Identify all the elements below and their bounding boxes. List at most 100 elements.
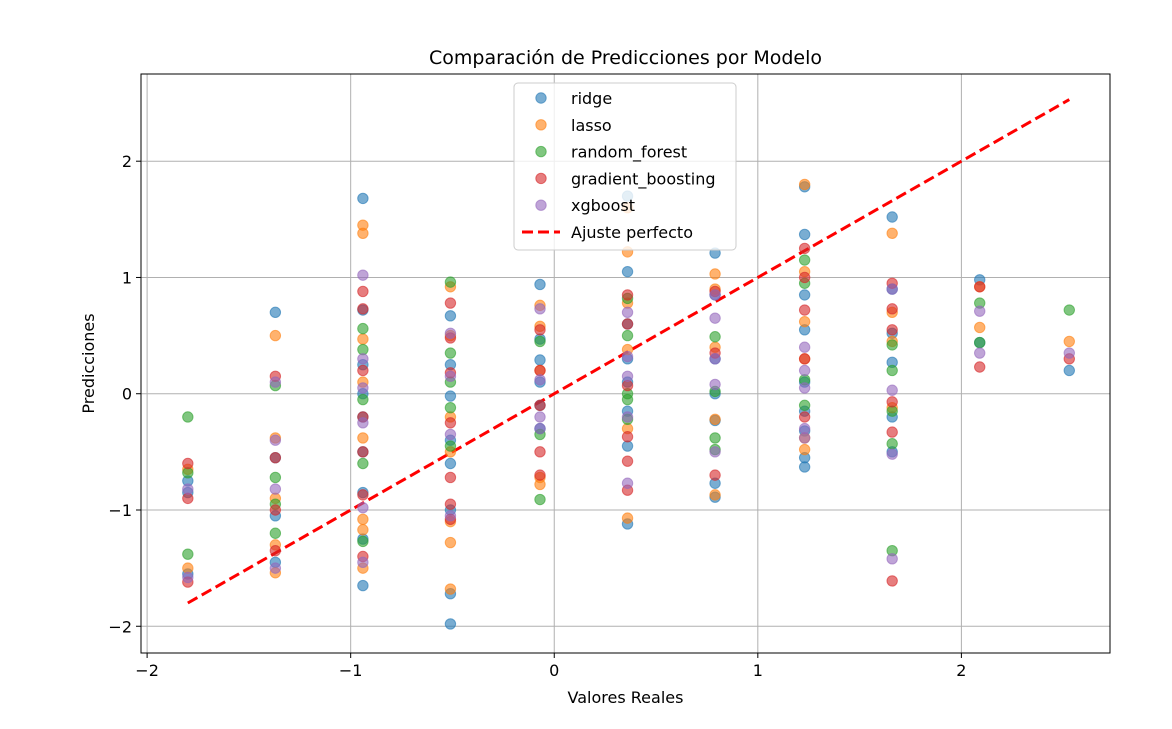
x-tick-label: −2	[135, 661, 159, 680]
point-lasso	[444, 536, 457, 549]
point-random_forest	[357, 322, 369, 335]
point-gradient_boosting	[357, 285, 369, 298]
point-xgboost	[886, 448, 898, 460]
point-gradient_boosting	[621, 431, 634, 443]
point-random_forest	[357, 535, 369, 548]
point-xgboost	[357, 556, 369, 569]
point-lasso	[621, 512, 634, 524]
point-ridge	[357, 192, 369, 205]
point-random_forest	[182, 548, 194, 560]
legend-item-lasso: lasso	[535, 116, 612, 135]
point-random_forest	[798, 254, 811, 266]
point-xgboost	[444, 370, 457, 382]
point-xgboost	[621, 477, 634, 489]
point-ridge	[886, 211, 898, 223]
point-xgboost	[709, 446, 721, 458]
point-ridge	[798, 289, 811, 301]
point-xgboost	[798, 341, 811, 353]
reference-line	[187, 98, 1071, 605]
y-tick-label: −1	[108, 501, 132, 520]
point-xgboost	[357, 269, 369, 281]
point-lasso	[357, 524, 369, 536]
point-gradient_boosting	[357, 489, 369, 501]
point-gradient_boosting	[798, 353, 811, 365]
legend-label: Ajuste perfecto	[571, 223, 693, 242]
point-lasso	[974, 321, 986, 334]
data-points	[182, 178, 1075, 630]
point-gradient_boosting	[886, 324, 898, 336]
point-ridge	[798, 461, 811, 473]
chart-title: Comparación de Predicciones por Modelo	[429, 47, 822, 69]
point-lasso	[357, 513, 369, 525]
point-gradient_boosting	[444, 297, 457, 309]
legend-label: gradient_boosting	[571, 169, 715, 189]
point-xgboost	[1063, 347, 1075, 359]
legend-item-xgboost: xgboost	[535, 196, 635, 215]
point-lasso	[709, 413, 721, 426]
point-xgboost	[621, 306, 634, 319]
point-gradient_boosting	[357, 303, 369, 315]
point-lasso	[444, 583, 457, 595]
point-random_forest	[269, 527, 282, 539]
series-xgboost	[182, 269, 1075, 584]
point-xgboost	[269, 434, 282, 446]
point-random_forest	[709, 331, 721, 343]
point-gradient_boosting	[444, 417, 457, 429]
point-gradient_boosting	[974, 281, 986, 293]
reference-line-layer	[187, 98, 1071, 605]
point-xgboost	[709, 312, 721, 324]
point-gradient_boosting	[974, 361, 986, 373]
point-gradient_boosting	[621, 289, 634, 301]
point-gradient_boosting	[444, 471, 457, 484]
legend-marker	[535, 92, 547, 104]
point-gradient_boosting	[798, 271, 811, 284]
legend-marker	[535, 172, 547, 185]
point-xgboost	[357, 501, 369, 514]
y-tick-label: −2	[108, 617, 132, 636]
point-xgboost	[798, 364, 811, 377]
legend-label: ridge	[571, 89, 612, 108]
point-xgboost	[621, 370, 634, 382]
point-gradient_boosting	[269, 544, 282, 557]
point-random_forest	[444, 401, 457, 414]
point-gradient_boosting	[534, 469, 546, 481]
point-gradient_boosting	[269, 504, 282, 516]
point-xgboost	[534, 374, 546, 386]
legend-label: lasso	[571, 116, 612, 135]
point-random_forest	[182, 411, 194, 423]
point-xgboost	[621, 411, 634, 423]
legend-item-gradient_boosting: gradient_boosting	[535, 169, 715, 189]
point-gradient_boosting	[798, 304, 811, 316]
x-tick-label: 1	[753, 661, 763, 680]
point-xgboost	[886, 553, 898, 565]
y-tick-label: 2	[122, 152, 132, 171]
point-lasso	[709, 268, 721, 280]
point-xgboost	[709, 353, 721, 365]
legend-item-random_forest: random_forest	[535, 143, 687, 163]
point-gradient_boosting	[621, 318, 634, 330]
point-gradient_boosting	[886, 426, 898, 438]
point-xgboost	[709, 289, 721, 301]
point-random_forest	[534, 335, 546, 348]
x-tick-label: 0	[549, 661, 559, 680]
point-lasso	[798, 315, 811, 328]
point-xgboost	[534, 303, 546, 315]
point-xgboost	[444, 428, 457, 441]
point-random_forest	[886, 364, 898, 377]
point-xgboost	[709, 378, 721, 391]
point-random_forest	[886, 339, 898, 351]
y-tick-label: 1	[122, 268, 132, 287]
point-random_forest	[269, 471, 282, 484]
point-xgboost	[182, 483, 194, 495]
point-random_forest	[444, 440, 457, 452]
legend-box	[513, 82, 737, 251]
point-xgboost	[357, 353, 369, 365]
point-random_forest	[1063, 304, 1075, 316]
y-tick-label: 0	[122, 385, 132, 404]
legend-marker	[535, 199, 547, 211]
legend-item-Ajuste perfecto: Ajuste perfecto	[522, 223, 693, 242]
legend: ridge lasso random_forest gradient_boosting…	[513, 82, 737, 251]
point-random_forest	[444, 276, 457, 288]
point-lasso	[269, 329, 282, 342]
point-random_forest	[534, 493, 546, 506]
